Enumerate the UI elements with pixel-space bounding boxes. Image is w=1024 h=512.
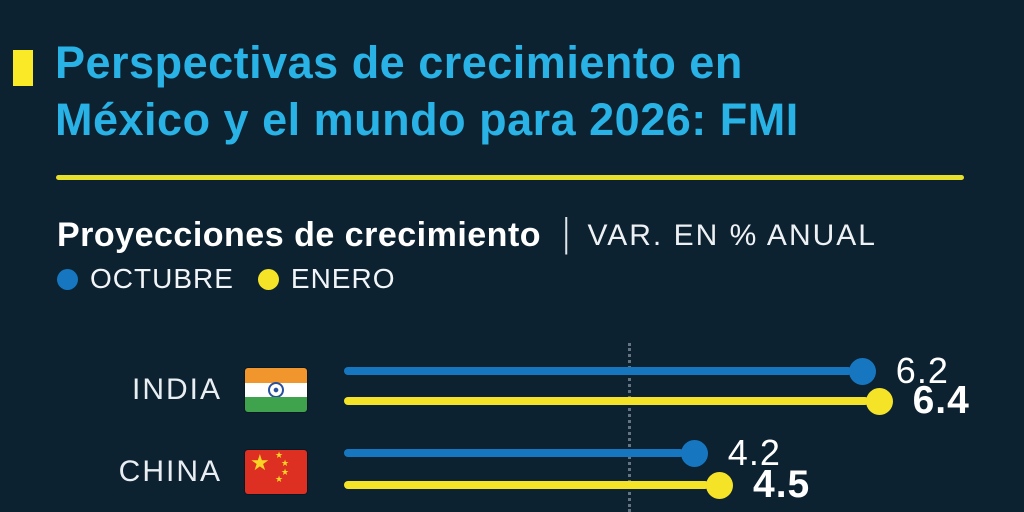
- bar-row-china-enero: 4.5: [344, 463, 810, 506]
- bar-dot-india-enero-icon: [865, 387, 893, 415]
- page-title-line2: México y el mundo para 2026: FMI: [55, 94, 799, 145]
- country-label-india: INDIA: [131, 373, 222, 406]
- legend-octubre-dot-icon: [57, 268, 78, 290]
- bar-row-india-octubre: 6.2: [344, 350, 949, 391]
- bar-dot-india-octubre-icon: [848, 357, 876, 385]
- country-label-china: CHINA: [118, 455, 222, 488]
- china-flag-big-star-icon: ★: [250, 450, 270, 475]
- bar-row-india-enero: 6.4: [344, 379, 970, 422]
- bar-india-enero: [344, 397, 869, 405]
- page-title: Perspectivas de crecimiento en México y …: [55, 34, 995, 148]
- value-india-enero: 6.4: [912, 379, 970, 422]
- title-underline: [56, 175, 964, 180]
- china-flag-small-star-icon: ★: [275, 474, 284, 484]
- india-flag-white-stripe: [245, 381, 307, 398]
- india-flag-icon: [245, 368, 307, 412]
- bar-dot-china-octubre-icon: [680, 439, 708, 467]
- chart-subtitle: Proyecciones de crecimiento | VAR. EN % …: [57, 211, 877, 260]
- title-bullet-icon: [13, 50, 33, 86]
- page-title-line1: Perspectivas de crecimiento en: [55, 37, 743, 88]
- india-flag-green-stripe: [245, 397, 307, 412]
- china-flag-small-star-icon: ★: [281, 458, 290, 468]
- value-china-octubre: 4.2: [727, 432, 781, 473]
- bar-dot-china-enero-icon: [706, 471, 733, 499]
- china-flag-small-star-icon: ★: [281, 467, 290, 477]
- bar-china-octubre: [344, 449, 684, 457]
- reference-gridline: [628, 343, 631, 512]
- chart-subtitle-units: VAR. EN % ANUAL: [587, 218, 877, 252]
- value-india-octubre: 6.2: [895, 350, 949, 391]
- chakra-icon: [268, 381, 284, 398]
- chart-subtitle-title: Proyecciones de crecimiento: [57, 216, 542, 254]
- subtitle-separator: |: [563, 211, 570, 255]
- bar-india-octubre: [344, 367, 852, 375]
- bar-china-enero: [344, 481, 709, 489]
- bar-row-china-octubre: 4.2: [344, 432, 781, 473]
- legend-enero-label: ENERO: [290, 263, 396, 294]
- value-china-enero: 4.5: [753, 463, 811, 506]
- china-flag-icon: ★ ★ ★ ★ ★: [245, 450, 307, 494]
- china-flag-small-star-icon: ★: [275, 450, 284, 460]
- india-flag-saffron-stripe: [245, 368, 307, 383]
- chart-legend: OCTUBRE ENERO: [57, 263, 419, 295]
- legend-octubre-label: OCTUBRE: [90, 263, 234, 294]
- legend-enero-dot-icon: [257, 268, 279, 290]
